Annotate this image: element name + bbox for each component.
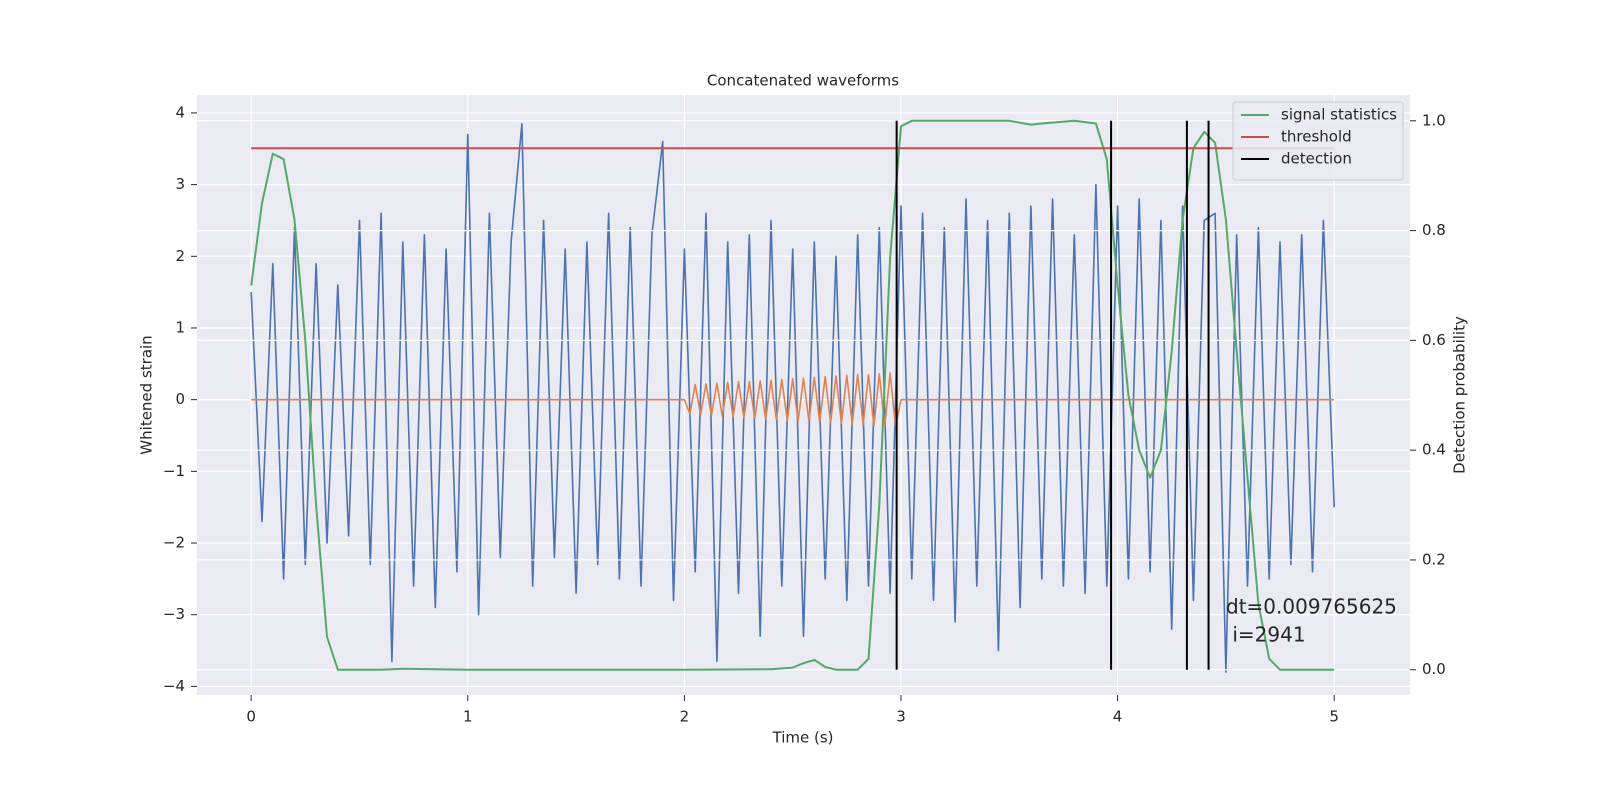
series-line (250, 119, 1335, 671)
y-tick-label: −3 (163, 605, 185, 623)
legend-label: detection (1281, 150, 1352, 168)
x-tick-label: 5 (1329, 708, 1339, 726)
x-tick-label: 2 (680, 708, 690, 726)
y-tick-label: 1 (175, 318, 185, 336)
y2-tick-label: 1.0 (1422, 111, 1446, 129)
waveform-line (250, 122, 1335, 673)
y-tick-label: −4 (163, 677, 185, 695)
y2-axis-label: Detection probability (1451, 316, 1469, 474)
plot-content (197, 95, 1410, 695)
y-axis-label: Whitened strain (138, 335, 156, 454)
legend-label: threshold (1281, 128, 1352, 146)
chart-title: Concatenated waveforms (707, 72, 899, 90)
y-tick-label: −2 (163, 534, 185, 552)
y2-tick-label: 0.8 (1422, 221, 1446, 239)
y-tick-label: 3 (175, 175, 185, 193)
x-tick-label: 0 (246, 708, 256, 726)
x-axis-label: Time (s) (772, 729, 834, 747)
y2-tick-label: 0.6 (1422, 331, 1446, 349)
x-tick-label: 4 (1113, 708, 1123, 726)
x-tick-label: 3 (896, 708, 906, 726)
legend: signal statistics threshold detection (1232, 101, 1404, 181)
y2-tick-label: 0.4 (1422, 441, 1446, 459)
legend-label: signal statistics (1281, 106, 1397, 124)
y2-tick-label: 0.0 (1422, 660, 1446, 678)
legend-box (1232, 101, 1404, 181)
waveform-line (251, 372, 1335, 428)
y-tick-label: −1 (163, 462, 185, 480)
y-tick-label: 2 (175, 247, 185, 265)
x-tick-label: 1 (463, 708, 473, 726)
annotation: i=2941 (1226, 623, 1306, 647)
y-tick-label: 0 (175, 390, 185, 408)
y-tick-label: 4 (175, 103, 185, 121)
y2-tick-label: 0.2 (1422, 550, 1446, 568)
annotation: dt=0.009765625 (1226, 595, 1397, 619)
